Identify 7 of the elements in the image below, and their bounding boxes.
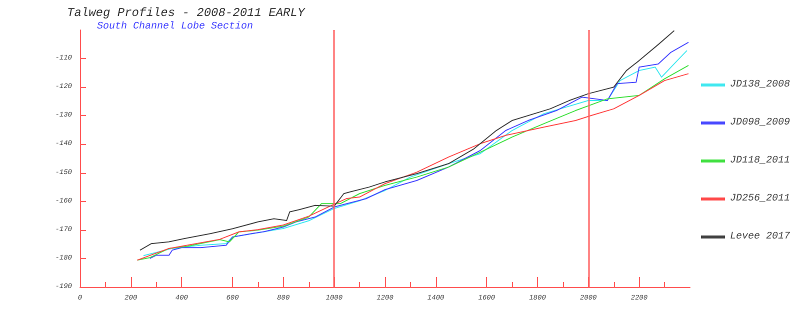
- chart-subtitle: South Channel Lobe Section: [97, 20, 254, 32]
- legend-label: JD256_2011: [730, 194, 790, 204]
- legend-label: JD138_2008: [730, 80, 790, 90]
- chart-title: Talweg Profiles - 2008-2011 EARLY: [67, 6, 306, 20]
- legend-label: Levee 2017: [730, 232, 790, 242]
- legend-label: JD118_2011: [730, 156, 790, 166]
- legend-label: JD098_2009: [730, 118, 790, 128]
